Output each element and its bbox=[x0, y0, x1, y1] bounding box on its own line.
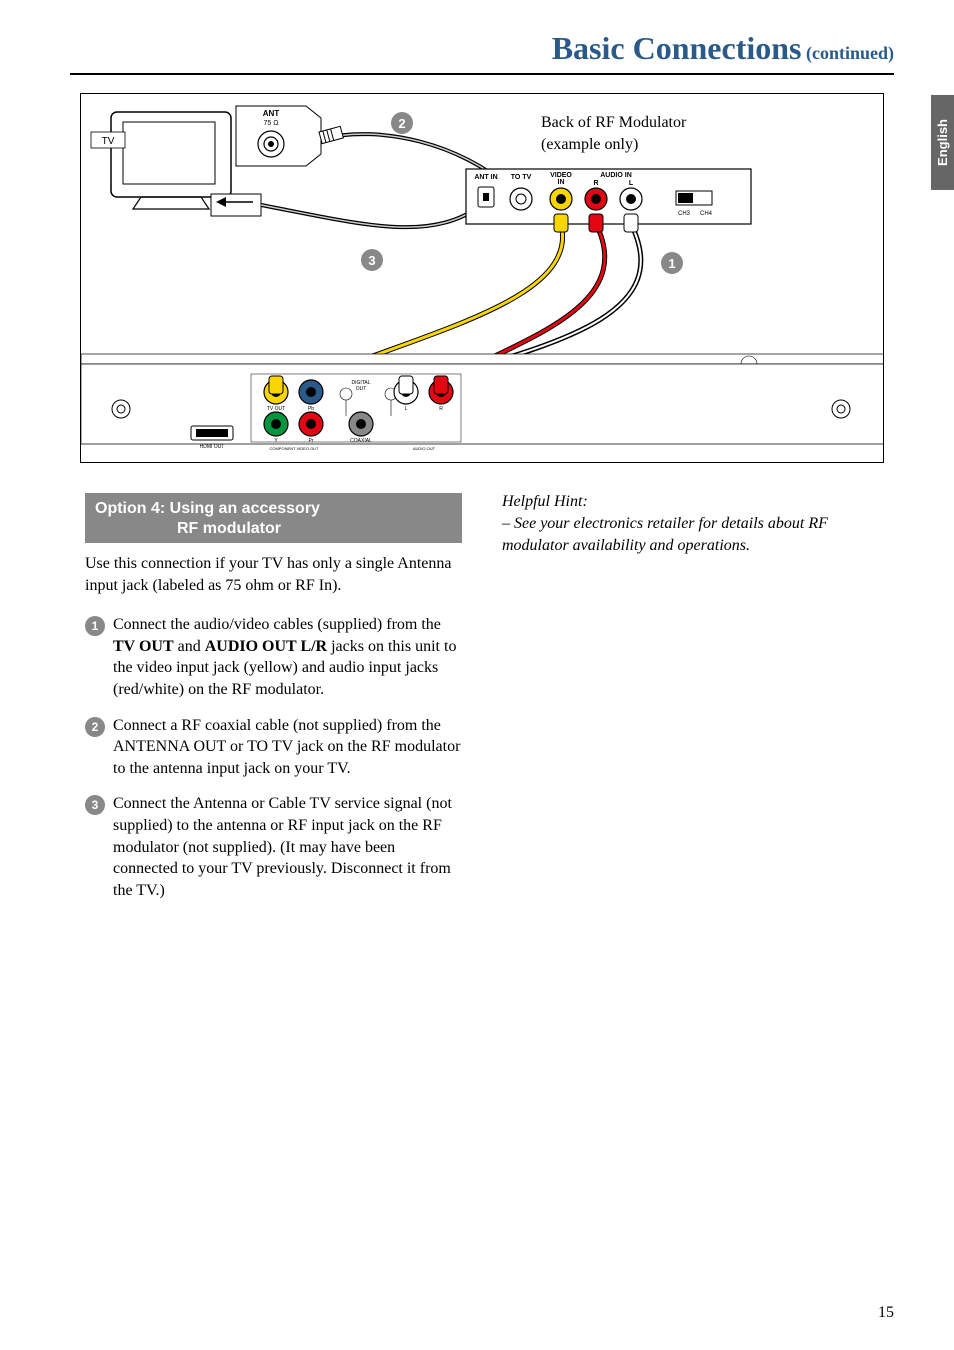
callout-3: 3 bbox=[361, 249, 383, 271]
svg-text:R: R bbox=[593, 180, 598, 187]
step-2: 2 Connect a RF coaxial cable (not suppli… bbox=[85, 715, 462, 780]
step-text-1: Connect the audio/video cables (supplied… bbox=[113, 614, 462, 700]
option-heading: Option 4: Using an accessory RF modulato… bbox=[85, 493, 462, 543]
left-column: Option 4: Using an accessory RF modulato… bbox=[85, 493, 462, 915]
svg-text:L: L bbox=[405, 406, 408, 412]
rf-modulator: ANT IN TO TV VIDEO IN AUDIO IN R L bbox=[466, 169, 751, 224]
page-number: 15 bbox=[878, 1304, 894, 1322]
svg-text:ANT: ANT bbox=[263, 109, 280, 118]
step-num-3: 3 bbox=[85, 795, 105, 815]
svg-text:TO TV: TO TV bbox=[511, 174, 532, 181]
svg-text:TV OUT: TV OUT bbox=[267, 406, 285, 412]
svg-text:R: R bbox=[439, 406, 443, 412]
step-3: 3 Connect the Antenna or Cable TV servic… bbox=[85, 793, 462, 901]
step-num-1: 1 bbox=[85, 616, 105, 636]
callout-2: 2 bbox=[391, 112, 413, 134]
tv-icon: TV ANT 75 Ω bbox=[91, 106, 321, 209]
svg-text:Pr: Pr bbox=[309, 438, 314, 444]
step-num-2: 2 bbox=[85, 717, 105, 737]
svg-text:CH4: CH4 bbox=[700, 211, 713, 217]
page-title-bar: Basic Connections (continued) bbox=[70, 30, 894, 75]
svg-text:COMPONENT VIDEO OUT: COMPONENT VIDEO OUT bbox=[269, 446, 319, 451]
svg-text:AUDIO OUT: AUDIO OUT bbox=[413, 446, 436, 451]
svg-text:Pb: Pb bbox=[308, 406, 314, 412]
page-title-sub: (continued) bbox=[801, 43, 894, 63]
svg-text:ANT IN: ANT IN bbox=[474, 174, 497, 181]
callout-1: 1 bbox=[661, 252, 683, 274]
svg-text:TV: TV bbox=[102, 136, 115, 147]
svg-text:HDMI OUT: HDMI OUT bbox=[200, 444, 225, 450]
svg-text:75 Ω: 75 Ω bbox=[264, 120, 279, 127]
page-title-main: Basic Connections bbox=[552, 30, 802, 66]
right-column: Helpful Hint: – See your electronics ret… bbox=[502, 493, 879, 915]
step-text-2: Connect a RF coaxial cable (not supplied… bbox=[113, 715, 462, 780]
svg-text:L: L bbox=[629, 180, 634, 187]
step-text-3: Connect the Antenna or Cable TV service … bbox=[113, 793, 462, 901]
option-intro: Use this connection if your TV has only … bbox=[85, 553, 462, 596]
svg-text:COAXIAL: COAXIAL bbox=[350, 438, 372, 444]
player-back: HDMI OUT TV OUT Pb Y Pr COMPONENT bbox=[81, 354, 884, 451]
connection-diagram: TV ANT 75 Ω bbox=[80, 93, 884, 463]
svg-text:VIDEO: VIDEO bbox=[550, 172, 572, 179]
hint-body: – See your electronics retailer for deta… bbox=[502, 513, 879, 556]
language-tab: English bbox=[931, 95, 954, 190]
step-1: 1 Connect the audio/video cables (suppli… bbox=[85, 614, 462, 700]
svg-text:OUT: OUT bbox=[356, 386, 367, 392]
hint-title: Helpful Hint: bbox=[502, 493, 879, 511]
svg-text:IN: IN bbox=[558, 179, 565, 186]
diagram-caption: Back of RF Modulator (example only) bbox=[541, 112, 686, 155]
svg-text:CH3: CH3 bbox=[678, 211, 691, 217]
svg-text:AUDIO IN: AUDIO IN bbox=[600, 172, 632, 179]
